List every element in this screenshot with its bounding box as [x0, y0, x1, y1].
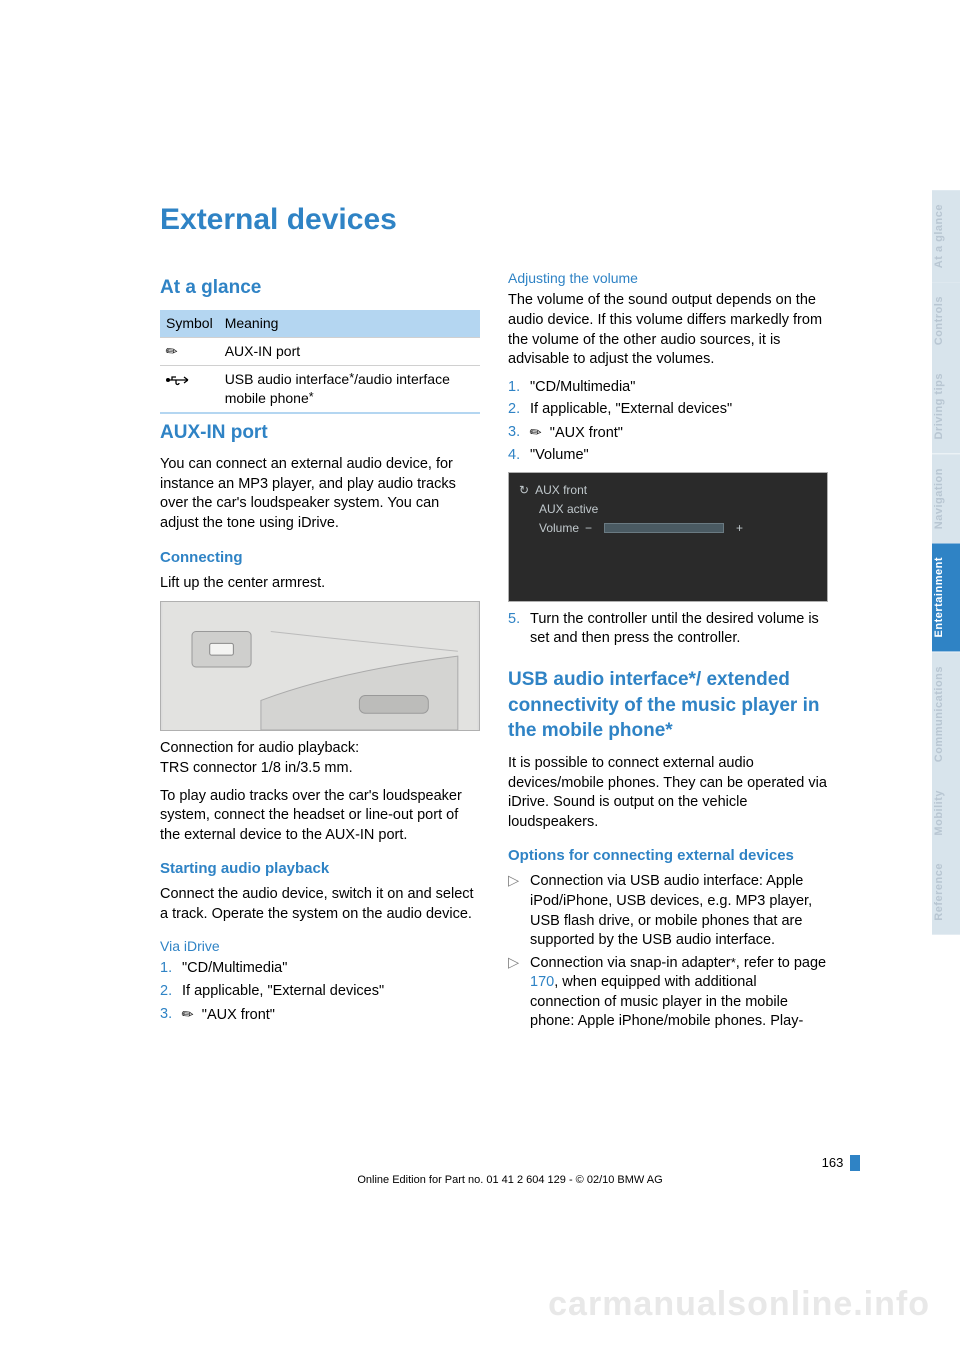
list-item: 5.Turn the controller until the desired … — [508, 610, 828, 649]
list-item: 4."Volume" — [508, 446, 828, 466]
page-footer: 163 Online Edition for Part no. 01 41 2 … — [160, 1154, 860, 1188]
tab-driving-tips[interactable]: Driving tips — [932, 359, 960, 454]
list-item: 3.✎ "AUX front" — [508, 423, 828, 444]
watermark: carmanualsonline.info — [548, 1282, 930, 1328]
screen-title: AUX front — [535, 482, 587, 498]
tab-entertainment[interactable]: Entertainment — [932, 543, 960, 651]
th-meaning: Meaning — [219, 310, 480, 337]
footer-text: Online Edition for Part no. 01 41 2 604 … — [160, 1173, 860, 1188]
options-heading: Options for connecting external devices — [508, 846, 828, 866]
tab-at-a-glance[interactable]: At a glance — [932, 190, 960, 282]
glance-table: Symbol Meaning ✎ AUX-IN port USB audio i… — [160, 310, 480, 414]
armrest-illustration — [160, 601, 480, 731]
adjust-volume-text: The volume of the sound output depends o… — [508, 291, 828, 369]
th-symbol: Symbol — [160, 310, 219, 337]
tab-reference[interactable]: Reference — [932, 849, 960, 935]
screen-line-volume: Volume — [539, 520, 579, 536]
list-item: 1."CD/Multimedia" — [508, 378, 828, 398]
connecting-heading: Connecting — [160, 548, 480, 568]
adjusting-volume-heading: Adjusting the volume — [508, 269, 828, 288]
starting-playback-heading: Starting audio playback — [160, 859, 480, 879]
page-ref-link[interactable]: 170 — [530, 974, 554, 990]
usb-icon — [160, 365, 219, 412]
right-column: Adjusting the volume The volume of the s… — [508, 269, 828, 1036]
volume-step5-list: 5.Turn the controller until the desired … — [508, 610, 828, 649]
loop-icon: ↻ — [519, 482, 529, 498]
aux-intro-text: You can connect an external audio device… — [160, 455, 480, 533]
section-tabs: At a glance Controls Driving tips Naviga… — [932, 190, 960, 935]
page-number: 163 — [160, 1154, 860, 1172]
left-column: At a glance Symbol Meaning ✎ AUX-IN port… — [160, 269, 480, 1036]
trs-connector-text: Connection for audio playback: TRS conne… — [160, 739, 480, 778]
list-item: ▷Connection via USB audio interface: App… — [508, 872, 828, 950]
two-column-layout: At a glance Symbol Meaning ✎ AUX-IN port… — [160, 269, 860, 1036]
idrive-steps-list: 1."CD/Multimedia" 2.If applicable, "Exte… — [160, 959, 480, 1025]
tab-controls[interactable]: Controls — [932, 282, 960, 359]
table-row: USB audio interface*/audio interface mob… — [160, 365, 480, 412]
via-idrive-heading: Via iDrive — [160, 937, 480, 956]
options-list: ▷Connection via USB audio interface: App… — [508, 872, 828, 1032]
table-row: ✎ AUX-IN port — [160, 338, 480, 366]
tab-mobility[interactable]: Mobility — [932, 776, 960, 850]
aux-in-port-heading: AUX-IN port — [160, 420, 480, 446]
at-a-glance-heading: At a glance — [160, 275, 480, 301]
connecting-text: Lift up the center armrest. — [160, 574, 480, 594]
aux-meaning: AUX-IN port — [219, 338, 480, 366]
screen-line-aux-active: AUX active — [539, 501, 598, 517]
usb-meaning: USB audio interface*/audio interface mob… — [219, 365, 480, 412]
list-item: 3.✎ "AUX front" — [160, 1005, 480, 1026]
list-item: ▷Connection via snap-in adapter*, refer … — [508, 954, 828, 1032]
tab-communications[interactable]: Communications — [932, 652, 960, 776]
list-item: 2.If applicable, "External devices" — [508, 400, 828, 420]
volume-steps-list: 1."CD/Multimedia" 2.If applicable, "Exte… — [508, 378, 828, 466]
play-tracks-text: To play audio tracks over the car's loud… — [160, 787, 480, 846]
aux-jack-icon: ✎ — [160, 338, 219, 366]
starting-playback-text: Connect the audio device, switch it on a… — [160, 885, 480, 924]
list-item: 1."CD/Multimedia" — [160, 959, 480, 979]
usb-intro-text: It is possible to connect external audio… — [508, 754, 828, 832]
idrive-screen-illustration: ↻ AUX front AUX active Volume −+ — [508, 472, 828, 602]
usb-interface-heading: USB audio interface*/ extended connectiv… — [508, 667, 828, 744]
list-item: 2.If applicable, "External devices" — [160, 982, 480, 1002]
tab-navigation[interactable]: Navigation — [932, 454, 960, 543]
page-title: External devices — [160, 200, 860, 241]
page-content: External devices At a glance Symbol Mean… — [160, 200, 860, 1036]
table-header-row: Symbol Meaning — [160, 310, 480, 337]
